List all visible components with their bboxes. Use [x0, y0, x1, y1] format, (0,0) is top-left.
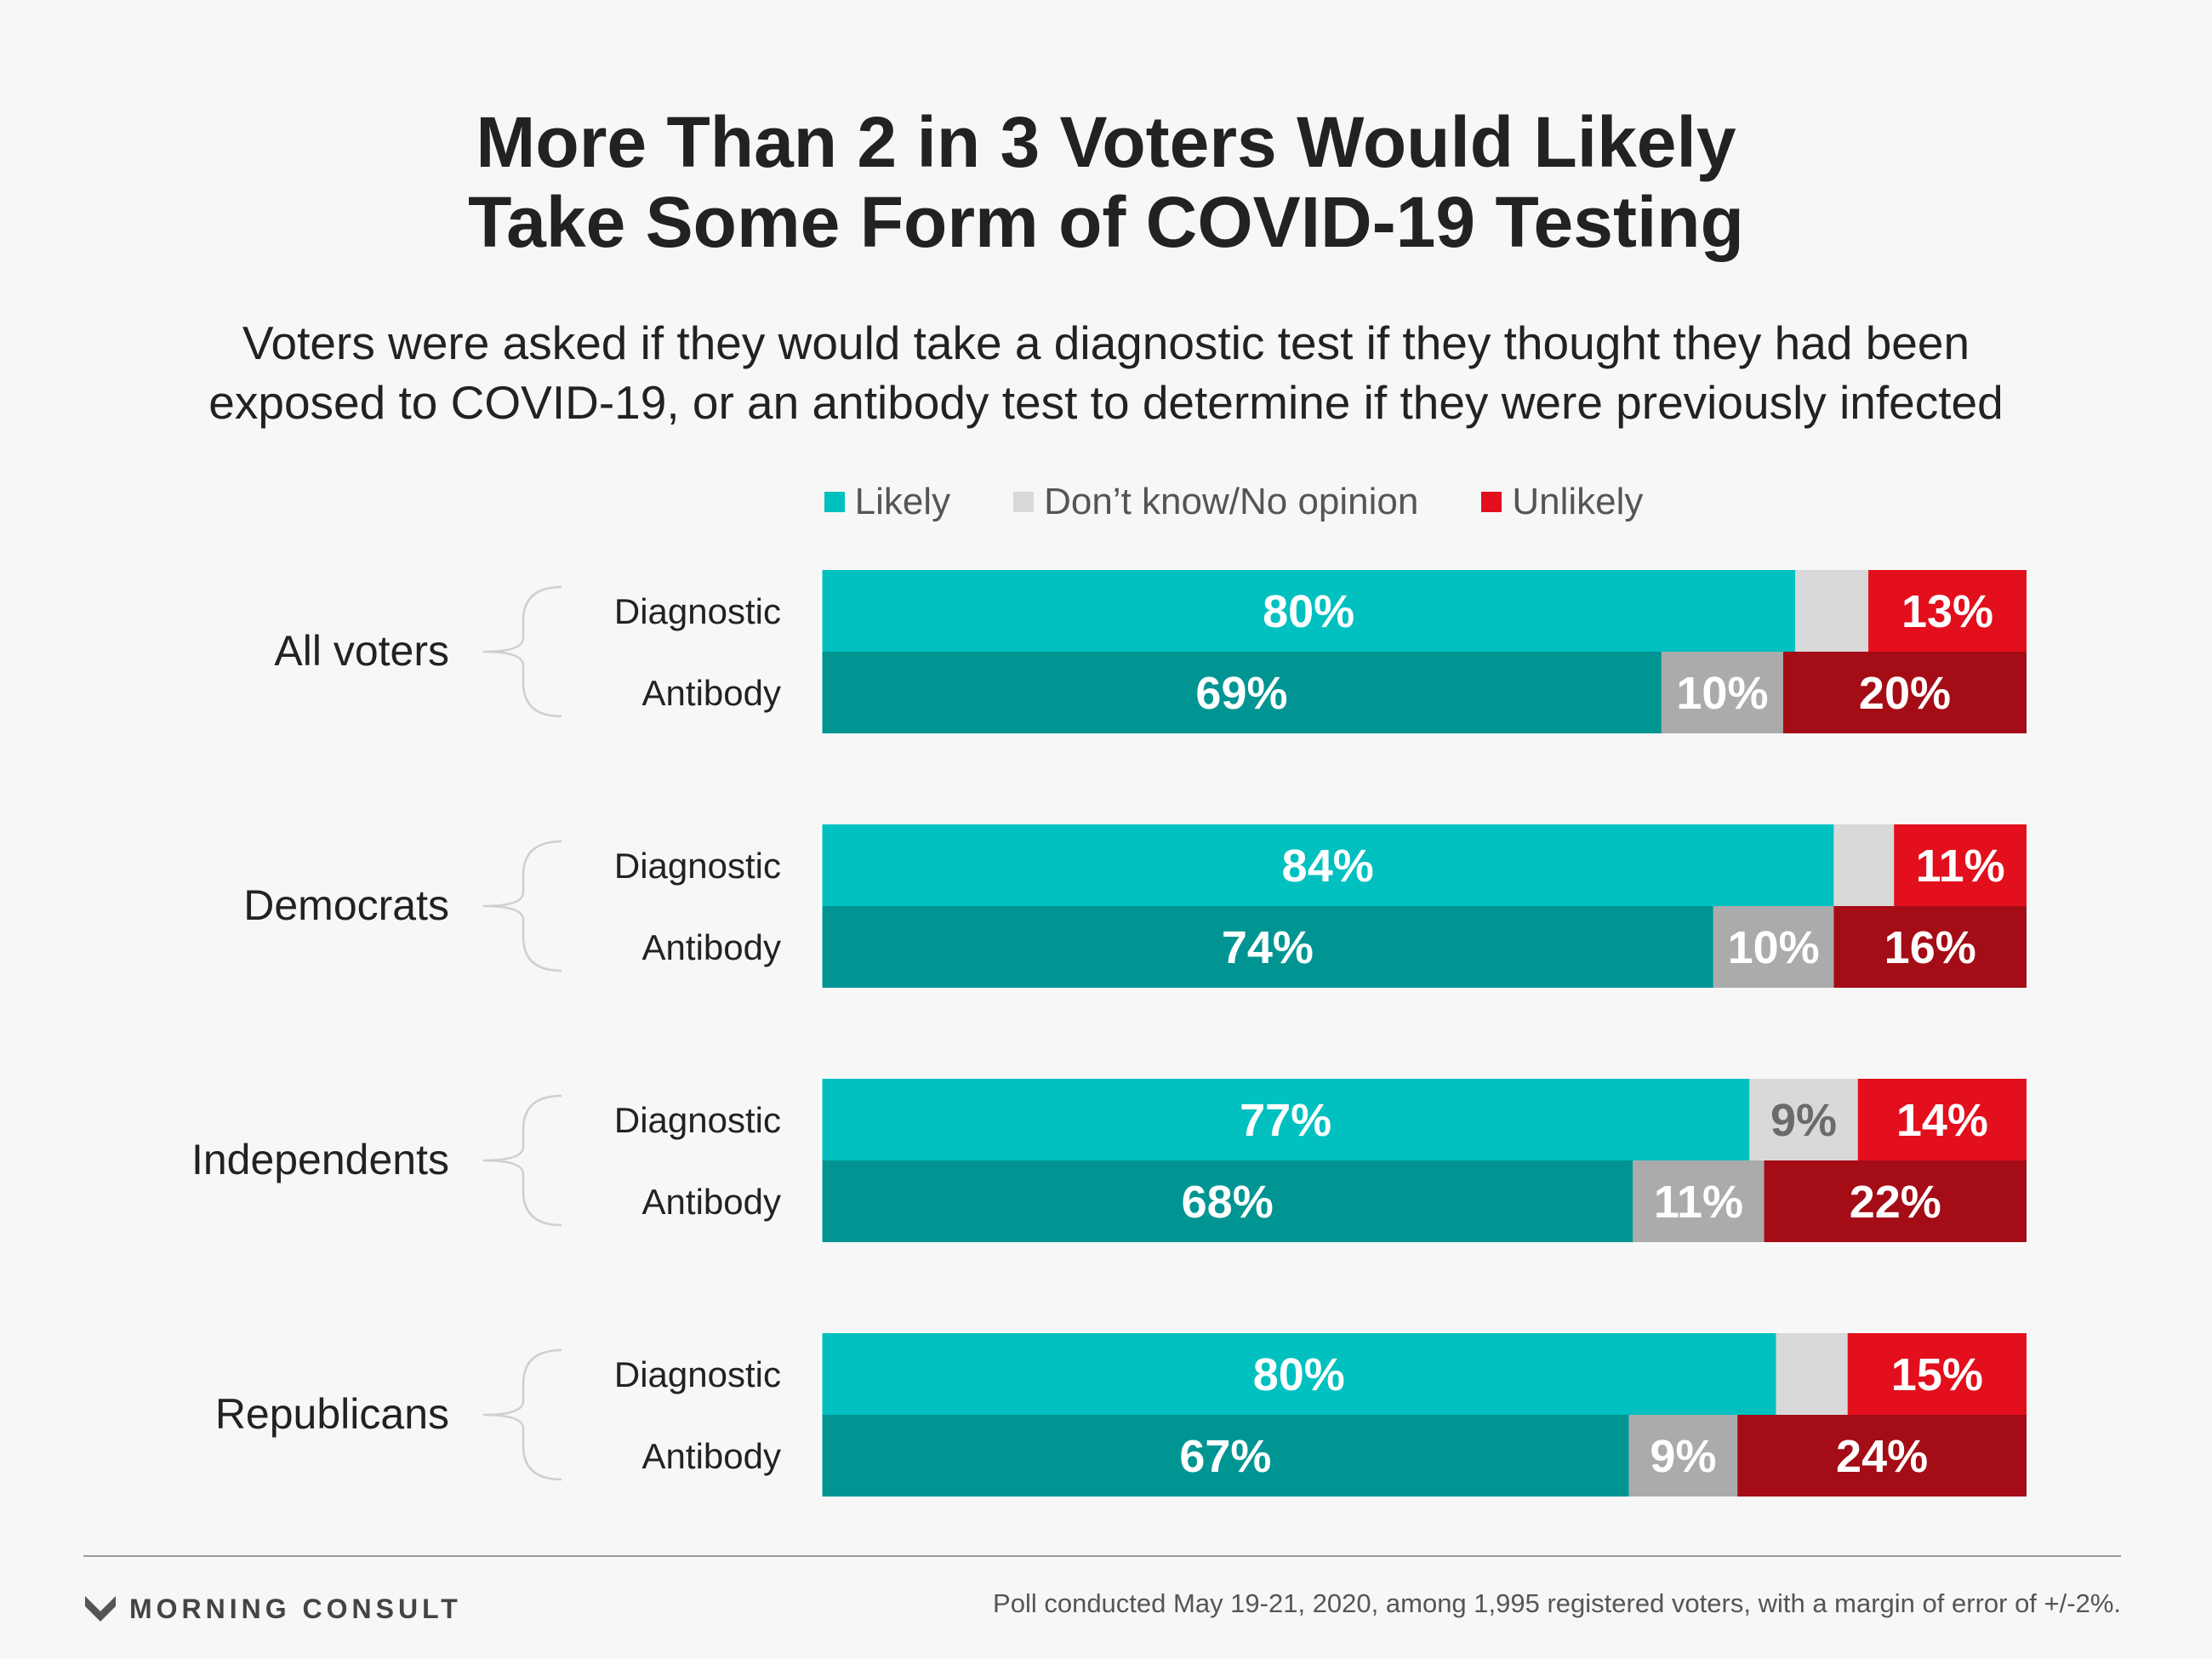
bar-value-label-2-0-0: 77% [1240, 1095, 1331, 1146]
bar-value-label-0-0-0: 80% [1263, 586, 1354, 637]
bar-value-label-3-0-2: 15% [1891, 1349, 1983, 1400]
bar-value-label-1-0-2: 11% [1916, 841, 2005, 892]
bar-value-label-2-1-0: 68% [1182, 1177, 1274, 1228]
group-brace-3 [482, 1348, 562, 1481]
bar-segment-0-0-1 [1795, 570, 1869, 652]
group-brace-1 [482, 840, 562, 972]
bar-segment-1-0-0 [822, 824, 1834, 906]
bar-segment-3-1-1 [1628, 1415, 1738, 1497]
bar-label-2-1: Antibody [642, 1182, 781, 1222]
bar-segment-0-0-0 [822, 570, 1796, 652]
legend-label-2: Unlikely [1512, 481, 1644, 522]
bar-label-2-0: Diagnostic [614, 1100, 781, 1140]
bar-value-label-0-1-1: 10% [1676, 668, 1768, 719]
bar-segment-1-1-0 [822, 906, 1713, 988]
bar-value-label-2-0-2: 14% [1896, 1095, 1988, 1146]
bar-segment-1-1-2 [1833, 906, 2027, 988]
chart-subtitle: Voters were asked if they would take a d… [0, 313, 2212, 432]
bar-value-label-3-1-2: 24% [1836, 1431, 1928, 1482]
chart-subtitle-line-1: Voters were asked if they would take a d… [242, 316, 1970, 369]
bar-value-label-1-1-2: 16% [1884, 922, 1976, 973]
bar-label-3-0: Diagnostic [614, 1354, 781, 1394]
bar-label-0-1: Antibody [642, 673, 781, 713]
group-label-2: Independents [191, 1136, 449, 1183]
morning-consult-logo-icon [85, 1596, 116, 1622]
legend-swatch-2 [1481, 492, 1502, 512]
legend-item-1: Don’t know/No opinion [1013, 476, 1418, 527]
bar-value-label-2-0-1: 9% [1770, 1095, 1837, 1146]
bar-segment-2-1-2 [1764, 1160, 2027, 1242]
bar-value-label-0-1-2: 20% [1859, 668, 1951, 719]
bar-value-label-3-1-0: 67% [1179, 1431, 1271, 1482]
bar-value-label-0-0-2: 13% [1901, 586, 1993, 637]
legend-item-2: Unlikely [1481, 476, 1643, 527]
chart-subtitle-line-2: exposed to COVID-19, or an antibody test… [208, 376, 2004, 429]
legend-swatch-0 [824, 492, 845, 512]
bar-segment-3-1-2 [1737, 1415, 2027, 1497]
bar-segment-0-1-1 [1661, 652, 1783, 733]
chart-title-line-1: More Than 2 in 3 Voters Would Likely [476, 102, 1736, 182]
bar-segment-1-0-2 [1894, 824, 2027, 906]
bar-value-label-2-1-2: 22% [1850, 1177, 1941, 1228]
bar-label-3-1: Antibody [642, 1436, 781, 1476]
bar-segment-3-0-0 [822, 1333, 1776, 1415]
chart-title-line-2: Take Some Form of COVID-19 Testing [468, 182, 1744, 262]
group-brace-2 [482, 1094, 562, 1227]
footnote: Poll conducted May 19-21, 2020, among 1,… [993, 1588, 2121, 1618]
bar-segment-1-1-1 [1713, 906, 1834, 988]
legend-label-1: Don’t know/No opinion [1044, 481, 1419, 522]
bar-segment-2-1-1 [1633, 1160, 1764, 1242]
group-label-0: All voters [274, 627, 449, 675]
chart-title: More Than 2 in 3 Voters Would Likely Tak… [0, 102, 2212, 262]
bar-label-1-1: Antibody [642, 927, 781, 967]
legend-swatch-1 [1013, 492, 1035, 512]
chart-legend: Likely Don’t know/No opinion Unlikely [0, 476, 2212, 527]
bar-segment-3-0-1 [1776, 1333, 1848, 1415]
bar-value-label-1-1-0: 74% [1222, 922, 1314, 973]
bar-value-label-0-1-0: 69% [1195, 668, 1287, 719]
bar-segment-0-1-2 [1782, 652, 2027, 733]
legend-label-0: Likely [854, 481, 951, 522]
bar-value-label-1-0-0: 84% [1282, 841, 1374, 892]
group-label-3: Republicans [215, 1390, 449, 1438]
legend-item-0: Likely [824, 476, 951, 527]
bar-label-0-0: Diagnostic [614, 591, 781, 631]
brand-name: MORNING CONSULT [129, 1593, 462, 1624]
bar-segment-2-1-0 [822, 1160, 1633, 1242]
bar-value-label-3-1-1: 9% [1650, 1431, 1716, 1482]
brand-logo: MORNING CONSULT [83, 1588, 462, 1630]
bar-value-label-1-1-1: 10% [1728, 922, 1820, 973]
bar-segment-0-1-0 [822, 652, 1662, 733]
group-label-1: Democrats [243, 881, 449, 929]
bar-segment-3-0-2 [1847, 1333, 2027, 1415]
bar-segment-2-0-0 [822, 1079, 1750, 1160]
bar-label-1-0: Diagnostic [614, 846, 781, 886]
group-brace-0 [482, 585, 562, 718]
bar-segment-2-0-2 [1857, 1079, 2027, 1160]
footer-divider [83, 1555, 2121, 1557]
bar-segment-1-0-1 [1833, 824, 1895, 906]
bar-segment-3-1-0 [822, 1415, 1629, 1497]
bar-segment-2-0-1 [1749, 1079, 1858, 1160]
bar-value-label-2-1-1: 11% [1654, 1177, 1743, 1228]
bar-value-label-3-0-0: 80% [1253, 1349, 1345, 1400]
bar-segment-0-0-2 [1868, 570, 2027, 652]
